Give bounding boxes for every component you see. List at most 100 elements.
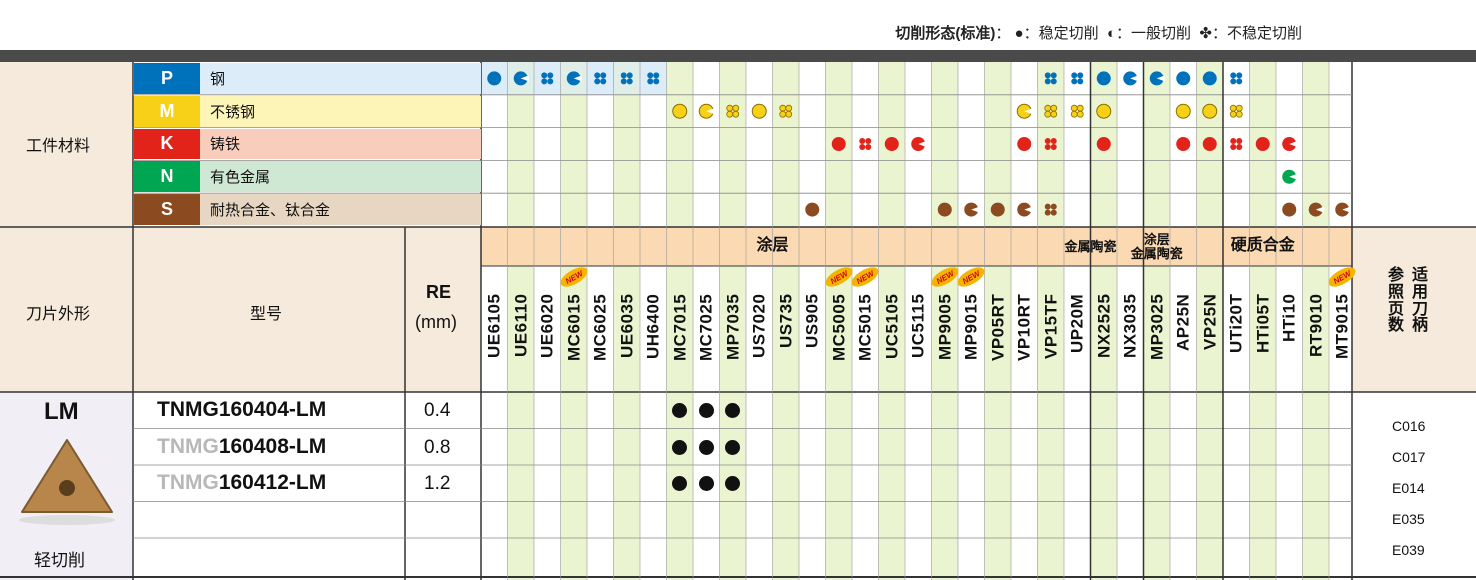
grade-MC7015: MC7015	[669, 294, 689, 362]
unstable-mark	[1070, 104, 1084, 118]
grade-NX3035: NX3035	[1120, 294, 1140, 359]
stable-mark	[1202, 137, 1217, 151]
holder-header: 适用刀柄	[1412, 267, 1429, 335]
model-header-cell	[133, 227, 481, 392]
stable-mark	[1202, 71, 1217, 86]
column-stripe	[1037, 62, 1064, 580]
re-unit: (mm)	[415, 312, 457, 332]
general-mark	[1149, 71, 1165, 86]
stable-mark	[1176, 71, 1191, 86]
insert-shape-header: 刀片外形	[26, 306, 91, 323]
stable-dot	[698, 403, 714, 418]
model-code: TNMG160408-LM	[157, 435, 326, 459]
grade-UC5115: UC5115	[908, 294, 928, 359]
general-mark	[911, 137, 927, 151]
material-name-P: 钢	[200, 63, 481, 94]
category-1: 金属陶瓷	[1064, 238, 1117, 254]
shape-header-cell	[0, 227, 133, 392]
re-header: RE	[426, 282, 452, 302]
unstable-mark	[620, 72, 633, 85]
grade-NX2525: NX2525	[1093, 294, 1113, 359]
ref-page: E039	[1392, 542, 1425, 558]
legend-general: 一般切削	[1131, 25, 1192, 42]
unstable-icon: ✤	[1195, 25, 1212, 42]
general-mark	[1017, 202, 1033, 217]
ref-page: E035	[1392, 511, 1425, 527]
general-mark	[513, 71, 529, 86]
unstable-mark	[647, 72, 660, 85]
ref-page: E014	[1392, 480, 1425, 496]
legend-unstable: 不稳定切削	[1226, 25, 1302, 42]
general-mark	[1335, 202, 1351, 217]
unstable-mark	[1044, 203, 1057, 216]
material-name-M: 不锈钢	[200, 95, 481, 127]
grade-UC5105: UC5105	[881, 294, 901, 360]
column-stripe	[719, 62, 746, 580]
header-divider-bar	[0, 50, 1476, 62]
stable-dot	[672, 476, 688, 491]
general-mark	[1016, 103, 1033, 119]
re-value: 0.8	[424, 436, 451, 458]
stable-mark	[805, 202, 820, 217]
material-letter-K: K	[134, 128, 200, 160]
stable-mark	[990, 202, 1005, 217]
grade-US7020: US7020	[749, 294, 769, 359]
grade-UE6035: UE6035	[616, 294, 636, 359]
unstable-mark	[779, 104, 793, 118]
grade-MC5005: MC5005	[828, 294, 848, 362]
stable-mark	[1096, 103, 1112, 119]
category-band-top	[481, 227, 1352, 266]
stable-mark	[1096, 71, 1111, 86]
stable-mark	[1282, 202, 1297, 217]
unstable-mark	[859, 138, 872, 150]
general-mark	[566, 71, 582, 86]
unstable-mark	[1044, 72, 1057, 85]
category-0: 涂层	[756, 237, 789, 255]
category-3: 硬质合金	[1230, 237, 1295, 255]
insert-description: 轻切削	[34, 551, 85, 570]
grade-VP25N: VP25N	[1199, 294, 1219, 351]
ref-page: C017	[1392, 449, 1426, 465]
column-stripe	[1302, 62, 1329, 580]
model-suffix: 160412-LM	[218, 471, 327, 494]
stable-mark	[1175, 103, 1191, 119]
material-letter-M: M	[134, 95, 200, 127]
ref-page-header: 参照页数	[1388, 267, 1405, 335]
category-2: 涂层 金属陶瓷	[1130, 231, 1183, 261]
model-suffix: 160408-LM	[218, 434, 327, 458]
stable-mark	[1202, 103, 1218, 119]
stable-dot	[672, 403, 688, 418]
material-letter-N: N	[134, 161, 200, 193]
unstable-mark	[594, 72, 607, 85]
model-code: TNMG160412-LM	[157, 471, 326, 495]
page-header-cell	[1352, 227, 1476, 392]
grade-MC6025: MC6025	[590, 294, 610, 362]
general-mark	[1308, 202, 1324, 217]
grade-UTi20T: UTi20T	[1226, 294, 1246, 354]
column-stripe	[560, 62, 587, 580]
grade-VP15TF: VP15TF	[1040, 294, 1060, 360]
grade-UH6400: UH6400	[643, 294, 663, 360]
stable-mark	[831, 137, 846, 151]
stable-mark	[672, 103, 688, 119]
general-mark	[698, 103, 715, 119]
material-letter-S: S	[134, 194, 200, 225]
model-prefix: TNMG	[157, 471, 219, 494]
legend-title: 切削形态(标准)	[895, 25, 996, 42]
stable-dot	[725, 476, 741, 491]
model-prefix: TNMG	[157, 434, 219, 458]
re-value: 1.2	[424, 473, 451, 494]
stable-mark	[751, 103, 767, 119]
unstable-mark	[1230, 72, 1243, 85]
stable-icon: ●	[1014, 25, 1024, 42]
unstable-mark	[1071, 72, 1084, 85]
column-stripe	[666, 62, 693, 580]
stable-mark	[487, 71, 502, 86]
insert-image	[19, 439, 115, 525]
grade-UE6110: UE6110	[510, 294, 530, 358]
chipbreaker-code: LM	[44, 398, 79, 425]
grade-MP7035: MP7035	[722, 294, 742, 361]
column-stripe	[507, 62, 534, 580]
general-mark	[964, 202, 980, 217]
grade-VP05RT: VP05RT	[987, 294, 1007, 362]
